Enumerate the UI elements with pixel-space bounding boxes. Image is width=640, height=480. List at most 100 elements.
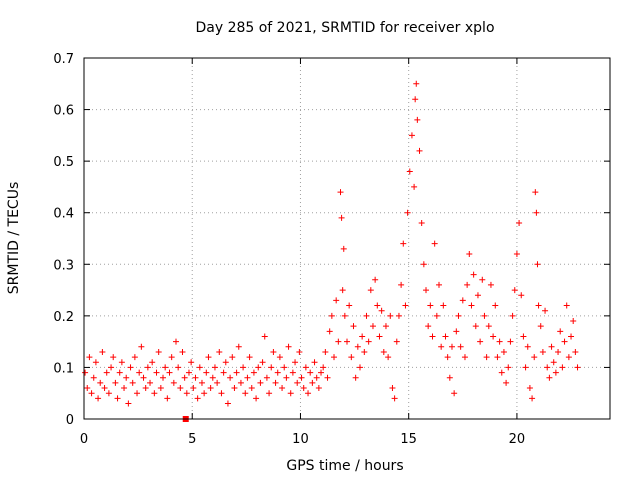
- data-point: [289, 369, 296, 376]
- x-tick-label: 10: [292, 432, 309, 447]
- data-point: [333, 297, 340, 304]
- data-point: [414, 116, 421, 123]
- data-point: [367, 287, 374, 294]
- y-tick-label: 0: [66, 413, 74, 428]
- data-point: [490, 333, 497, 340]
- data-point: [338, 214, 345, 221]
- x-tick-label: 5: [188, 432, 196, 447]
- x-tick-label: 0: [80, 432, 88, 447]
- data-point: [255, 364, 262, 371]
- data-point: [287, 390, 294, 397]
- data-point: [276, 354, 283, 361]
- data-point: [97, 379, 104, 386]
- y-tick-label: 0.4: [53, 207, 74, 222]
- data-point: [320, 364, 327, 371]
- data-point: [350, 323, 357, 330]
- data-point: [542, 307, 549, 314]
- data-point: [309, 379, 316, 386]
- data-point: [433, 312, 440, 319]
- data-point: [127, 364, 134, 371]
- y-tick-label: 0.7: [53, 52, 74, 67]
- data-point: [125, 400, 132, 407]
- data-point: [568, 333, 575, 340]
- data-point: [524, 343, 531, 350]
- data-point: [526, 385, 533, 392]
- data-point: [344, 338, 350, 345]
- data-point: [183, 390, 190, 397]
- data-point: [503, 379, 510, 386]
- data-point: [192, 374, 199, 381]
- data-point: [305, 390, 312, 397]
- data-point: [365, 338, 372, 345]
- data-point: [92, 359, 99, 366]
- data-point: [142, 385, 149, 392]
- data-point: [559, 364, 566, 371]
- data-point: [296, 348, 303, 355]
- data-point: [292, 359, 299, 366]
- data-point: [387, 312, 394, 319]
- data-point: [459, 297, 466, 304]
- data-point: [194, 395, 201, 402]
- data-point: [420, 261, 427, 268]
- data-point: [513, 250, 520, 257]
- data-point: [572, 348, 579, 355]
- data-point: [300, 385, 307, 392]
- data-point: [531, 354, 538, 361]
- data-point: [318, 369, 325, 376]
- data-point: [574, 364, 581, 371]
- data-point: [451, 390, 458, 397]
- data-point: [99, 348, 106, 355]
- data-point: [389, 385, 396, 392]
- data-point: [511, 287, 518, 294]
- data-point: [123, 374, 130, 381]
- data-point: [374, 302, 381, 309]
- data-point: [520, 333, 527, 340]
- y-tick-label: 0.5: [53, 155, 74, 170]
- data-point: [266, 390, 273, 397]
- data-point: [160, 374, 167, 381]
- data-point: [331, 354, 338, 361]
- data-point: [151, 390, 158, 397]
- data-point: [431, 240, 438, 247]
- data-point: [352, 374, 359, 381]
- data-point: [86, 354, 93, 361]
- data-point: [442, 333, 449, 340]
- data-point: [138, 343, 145, 350]
- data-point: [294, 379, 301, 386]
- data-point: [257, 379, 264, 386]
- data-point: [231, 385, 238, 392]
- data-point: [411, 183, 418, 190]
- data-point: [552, 369, 559, 376]
- y-tick-label: 0.6: [53, 104, 74, 119]
- data-point: [363, 312, 370, 319]
- data-point: [311, 359, 318, 366]
- data-point: [259, 359, 266, 366]
- data-point: [270, 348, 277, 355]
- data-points: [82, 80, 581, 422]
- data-point: [227, 374, 234, 381]
- data-point: [404, 209, 411, 216]
- data-point: [162, 364, 169, 371]
- data-point: [369, 323, 376, 330]
- data-point: [181, 374, 188, 381]
- data-point: [483, 354, 490, 361]
- data-point: [240, 364, 247, 371]
- data-point: [220, 369, 227, 376]
- data-point: [335, 338, 342, 345]
- data-point: [395, 312, 402, 319]
- data-point: [164, 395, 171, 402]
- data-point: [205, 354, 212, 361]
- data-point: [237, 379, 244, 386]
- data-point: [302, 364, 309, 371]
- data-point: [248, 385, 255, 392]
- data-point: [440, 302, 447, 309]
- data-point: [134, 390, 141, 397]
- y-axis-label: SRMTID / TECUs: [6, 182, 22, 295]
- data-point: [268, 364, 275, 371]
- data-point: [110, 354, 117, 361]
- data-point: [272, 379, 279, 386]
- data-point: [393, 338, 400, 345]
- data-point: [250, 369, 257, 376]
- data-point: [131, 354, 138, 361]
